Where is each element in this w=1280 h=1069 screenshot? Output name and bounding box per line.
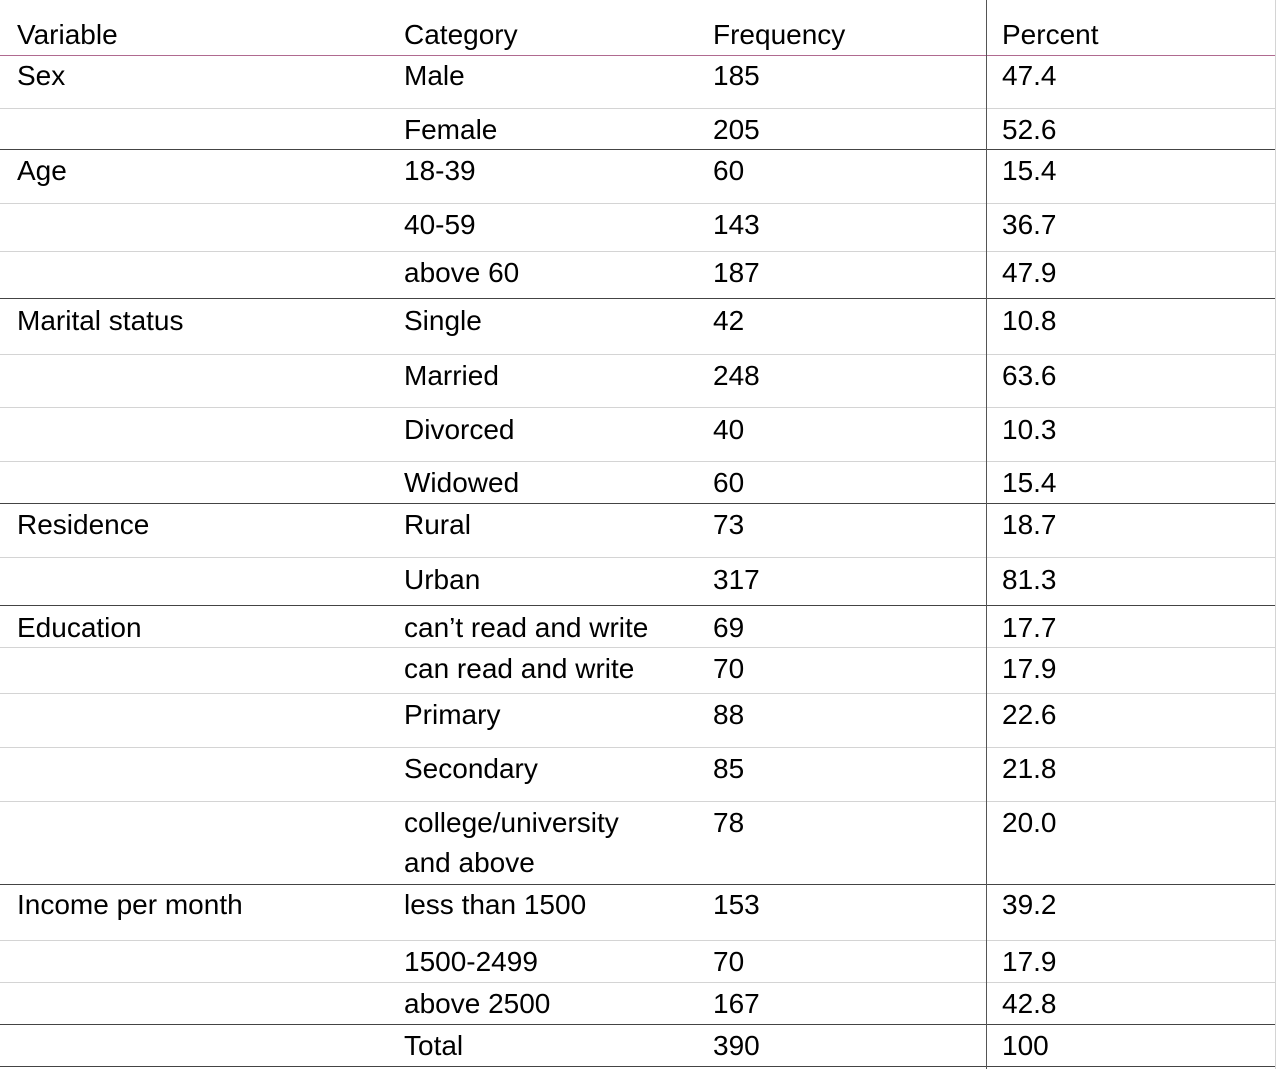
cell-frequency: 70 — [713, 946, 745, 977]
cell-frequency: 70 — [713, 653, 745, 684]
cell-percent: 10.8 — [1002, 305, 1057, 336]
cell-category: can’t read and write — [404, 612, 649, 643]
cell-frequency: 60 — [713, 467, 745, 498]
cell-variable: Sex — [17, 60, 66, 91]
row-divider — [0, 557, 1276, 558]
cell-category: 1500-2499 — [404, 946, 538, 977]
cell-category: less than 1500 — [404, 889, 587, 920]
group-divider — [0, 884, 1276, 885]
row-divider — [0, 747, 1276, 748]
cell-percent: 47.4 — [1002, 60, 1057, 91]
cell-category: 40-59 — [404, 209, 476, 240]
group-divider — [0, 298, 1276, 299]
group-divider — [0, 1024, 1276, 1025]
group-divider — [0, 149, 1276, 150]
cell-category: Secondary — [404, 753, 538, 784]
right-edge-line — [1275, 0, 1276, 1069]
row-divider — [0, 251, 1276, 252]
cell-frequency: 167 — [713, 988, 760, 1019]
cell-percent: 20.0 — [1002, 807, 1057, 838]
cell-percent: 81.3 — [1002, 564, 1057, 595]
cell-percent: 17.7 — [1002, 612, 1057, 643]
group-divider — [0, 503, 1276, 504]
cell-variable: Education — [17, 612, 142, 643]
cell-percent: 36.7 — [1002, 209, 1057, 240]
cell-category: Single — [404, 305, 482, 336]
cell-frequency: 60 — [713, 155, 745, 186]
cell-frequency: 42 — [713, 305, 745, 336]
cell-category: Rural — [404, 509, 471, 540]
cell-frequency: 185 — [713, 60, 760, 91]
row-divider — [0, 461, 1276, 462]
cell-frequency: 390 — [713, 1030, 760, 1061]
cell-category: Primary — [404, 699, 501, 730]
cell-percent: 100 — [1002, 1030, 1049, 1061]
cell-frequency: 248 — [713, 360, 760, 391]
cell-category: 18-39 — [404, 155, 476, 186]
cell-frequency: 85 — [713, 753, 745, 784]
row-divider — [0, 801, 1276, 802]
cell-category: Married — [404, 360, 499, 391]
cell-category: Male — [404, 60, 465, 91]
cell-category: Urban — [404, 564, 481, 595]
cell-frequency: 88 — [713, 699, 745, 730]
cell-frequency: 153 — [713, 889, 760, 920]
header-category: Category — [404, 19, 518, 50]
cell-category: Female — [404, 114, 498, 145]
cell-variable: Income per month — [17, 889, 243, 920]
cell-category: above 2500 — [404, 988, 551, 1019]
cell-percent: 17.9 — [1002, 653, 1057, 684]
cell-frequency: 205 — [713, 114, 760, 145]
cell-percent: 18.7 — [1002, 509, 1057, 540]
cell-frequency: 143 — [713, 209, 760, 240]
cell-category-continued: and above — [404, 847, 535, 878]
header-rule — [0, 55, 1276, 56]
cell-percent: 39.2 — [1002, 889, 1057, 920]
cell-category: Total — [404, 1030, 464, 1061]
cell-frequency: 69 — [713, 612, 745, 643]
cell-percent: 15.4 — [1002, 467, 1057, 498]
cell-category: college/university — [404, 807, 619, 838]
row-divider — [0, 108, 1276, 109]
bottom-rule — [0, 1066, 1276, 1067]
cell-percent: 10.3 — [1002, 414, 1057, 445]
cell-percent: 22.6 — [1002, 699, 1057, 730]
group-divider — [0, 605, 1276, 606]
cell-variable: Residence — [17, 509, 150, 540]
cell-percent: 63.6 — [1002, 360, 1057, 391]
cell-category: Widowed — [404, 467, 520, 498]
row-divider — [0, 203, 1276, 204]
cell-percent: 17.9 — [1002, 946, 1057, 977]
header-frequency: Frequency — [713, 19, 846, 50]
cell-category: can read and write — [404, 653, 635, 684]
cell-category: above 60 — [404, 257, 520, 288]
cell-percent: 47.9 — [1002, 257, 1057, 288]
row-divider — [0, 982, 1276, 983]
cell-percent: 15.4 — [1002, 155, 1057, 186]
row-divider — [0, 940, 1276, 941]
row-divider — [0, 693, 1276, 694]
cell-frequency: 78 — [713, 807, 745, 838]
cell-variable: Age — [17, 155, 67, 186]
header-variable: Variable — [17, 19, 118, 50]
cell-frequency: 187 — [713, 257, 760, 288]
cell-frequency: 40 — [713, 414, 745, 445]
cell-variable: Marital status — [17, 305, 184, 336]
row-divider — [0, 407, 1276, 408]
cell-frequency: 73 — [713, 509, 745, 540]
cell-percent: 42.8 — [1002, 988, 1057, 1019]
column-divider — [986, 0, 987, 1069]
cell-category: Divorced — [404, 414, 515, 445]
cell-percent: 21.8 — [1002, 753, 1057, 784]
row-divider — [0, 354, 1276, 355]
cell-percent: 52.6 — [1002, 114, 1057, 145]
header-percent: Percent — [1002, 19, 1099, 50]
cell-frequency: 317 — [713, 564, 760, 595]
row-divider — [0, 647, 1276, 648]
